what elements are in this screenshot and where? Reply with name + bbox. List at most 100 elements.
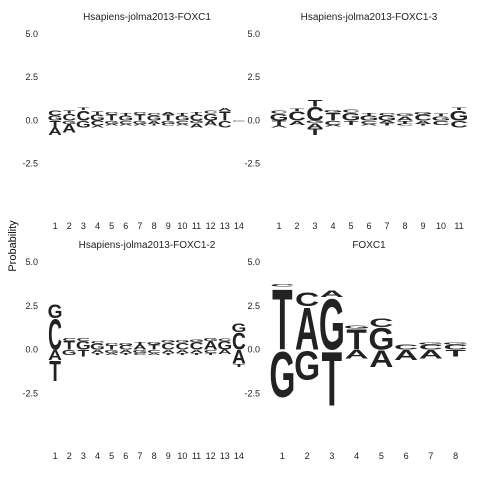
logo-letter: T xyxy=(380,122,395,126)
logo-letter: G xyxy=(217,340,232,353)
logo-letter: C xyxy=(295,288,319,310)
y-tick-label: 2.5 xyxy=(25,301,38,311)
logo-letter: A xyxy=(133,344,148,352)
logo-letter: A xyxy=(232,348,246,369)
logo-letter: T xyxy=(398,120,413,125)
logo-panels: Hsapiens-jolma2013-FOXC15.02.50.0-2.51GC… xyxy=(22,12,468,461)
logo-letter: A xyxy=(369,347,393,373)
x-tick-label: 4 xyxy=(95,221,100,231)
y-tick-label: 5.0 xyxy=(25,257,38,267)
logo-letter: A xyxy=(48,126,62,138)
logo-letter: A xyxy=(204,120,219,128)
logo-letter: A xyxy=(414,120,432,125)
logo-letter: G xyxy=(269,338,295,411)
x-tick-label: 8 xyxy=(402,221,407,231)
logo-letter: G xyxy=(118,342,133,346)
logo-letter: T xyxy=(120,112,133,116)
logo-letter: C xyxy=(175,120,189,125)
logo-letter: T xyxy=(49,356,61,388)
logo-letter: T xyxy=(162,353,175,356)
x-tick-label: 3 xyxy=(81,221,86,231)
logo-letter: G xyxy=(104,349,119,355)
logo-letter: C xyxy=(48,312,62,360)
logo-letter: G xyxy=(324,109,343,113)
x-tick-label: 14 xyxy=(234,451,244,461)
logo-letter: A xyxy=(119,124,133,127)
y-tick-label: 2.5 xyxy=(247,72,260,82)
logo-letter: A xyxy=(91,349,105,355)
logo-letter: C xyxy=(62,336,76,342)
logo-letter: T xyxy=(346,324,366,356)
logo-letter: G xyxy=(48,302,63,323)
logo-letter: G xyxy=(175,115,190,123)
logo-letter: T xyxy=(162,114,174,123)
x-tick-label: 9 xyxy=(420,221,425,231)
logo-letter: C xyxy=(105,111,119,115)
x-tick-label: 11 xyxy=(192,451,201,461)
logo-letter: T xyxy=(92,353,105,356)
logo-letter: C xyxy=(76,108,90,124)
x-tick-label: 11 xyxy=(454,221,463,231)
panel-title: Hsapiens-jolma2013-FOXC1-3 xyxy=(301,12,438,23)
logo-letter: G xyxy=(90,114,105,123)
logo-letter: T xyxy=(177,112,190,116)
logo-letter: G xyxy=(450,108,469,124)
x-tick-label: 3 xyxy=(312,221,317,231)
logo-letter: G xyxy=(161,339,176,343)
logo-letter: A xyxy=(218,107,232,112)
x-tick-label: 9 xyxy=(166,451,171,461)
logo-letter: A xyxy=(306,122,324,130)
y-tick-label: -2.5 xyxy=(244,159,260,169)
logo-letter: T xyxy=(63,109,75,114)
logo-panel: FOXC15.02.50.0-2.51TCG2ACG3GAT4TGA5GCA6C… xyxy=(244,240,468,461)
logo-letter: T xyxy=(308,126,324,137)
logo-letter: A xyxy=(345,348,369,361)
logo-letter: A xyxy=(324,124,342,127)
logo-letter: T xyxy=(308,98,324,109)
logo-letter: G xyxy=(306,120,325,124)
x-tick-label: 3 xyxy=(81,451,86,461)
panel-title: Hsapiens-jolma2013-FOXC1-2 xyxy=(79,240,216,251)
x-tick-label: 4 xyxy=(330,221,335,231)
x-tick-label: 13 xyxy=(220,451,230,461)
logo-letter: T xyxy=(452,107,467,111)
logo-letter: T xyxy=(63,340,75,353)
logo-letter: A xyxy=(394,348,418,364)
logo-letter: T xyxy=(272,119,287,127)
logo-letter: C xyxy=(396,123,414,126)
logo-letter: C xyxy=(190,114,204,123)
y-tick-label: 5.0 xyxy=(247,29,260,39)
logo-letter: C xyxy=(147,112,161,116)
logo-letter: C xyxy=(288,109,306,124)
logo-letter: C xyxy=(378,112,396,116)
x-tick-label: 6 xyxy=(404,451,409,461)
x-tick-label: 6 xyxy=(123,221,128,231)
logo-letter: C xyxy=(432,119,450,126)
logo-panel: Hsapiens-jolma2013-FOXC1-3 5.0 2.5 0.0 -2.5 1… xyxy=(244,12,468,231)
logo-letter: G xyxy=(418,342,444,345)
logo-letter: A xyxy=(288,119,306,126)
logo-letter: G xyxy=(132,349,147,355)
y-tick-label: 0.0 xyxy=(247,115,260,125)
logo-letter: A xyxy=(91,125,105,128)
logo-letter: G xyxy=(432,115,451,122)
logo-letter: C xyxy=(419,343,443,351)
x-tick-label: 12 xyxy=(206,451,216,461)
logo-letter: G xyxy=(104,120,119,125)
x-tick-label: 5 xyxy=(109,451,114,461)
logo-letter: T xyxy=(322,336,342,423)
y-tick-label: -2.5 xyxy=(22,159,38,169)
logo-letter: G xyxy=(231,322,246,335)
y-tick-label: -2.5 xyxy=(22,388,38,398)
logo-letter: G xyxy=(62,120,77,125)
logo-letter: A xyxy=(204,340,218,353)
logo-letter: T xyxy=(191,111,204,115)
y-axis-label: Probability xyxy=(7,220,19,272)
y-tick-label: 0.0 xyxy=(25,115,38,125)
logo-letter: G xyxy=(48,115,63,123)
x-tick-label: 2 xyxy=(305,451,310,461)
logo-letter: A xyxy=(147,353,161,356)
logo-letter: A xyxy=(133,124,147,127)
x-tick-label: 5 xyxy=(348,221,353,231)
x-tick-label: 1 xyxy=(280,451,285,461)
